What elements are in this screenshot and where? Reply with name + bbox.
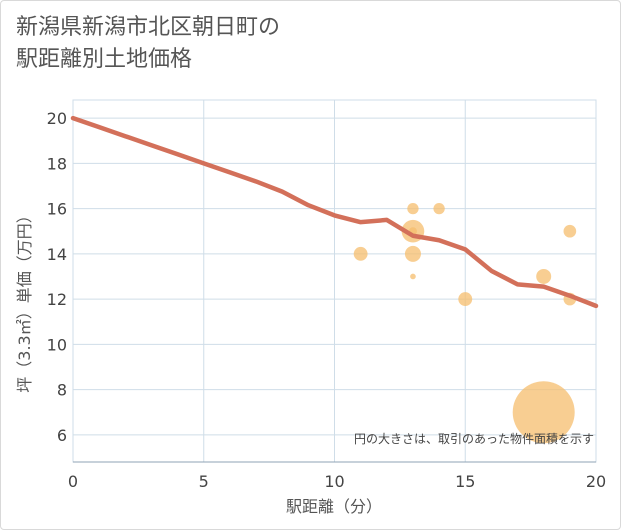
x-tick-label: 10 (324, 472, 344, 491)
x-tick-label: 5 (199, 472, 209, 491)
x-tick-label: 20 (586, 472, 606, 491)
chart-title: 新潟県新潟市北区朝日町の 駅距離別土地価格 (16, 12, 280, 76)
y-tick-label: 10 (47, 335, 67, 354)
bubble-point (458, 292, 473, 307)
bubble-point (410, 273, 416, 280)
y-tick-label: 6 (57, 426, 67, 445)
y-axis-title: 坪（3.3㎡）単価（万円） (15, 207, 34, 392)
chart-title-line-2: 駅距離別土地価格 (16, 47, 193, 72)
bubble-point (404, 245, 421, 262)
y-tick-label: 14 (47, 245, 67, 264)
y-tick-label: 20 (47, 109, 67, 128)
x-axis-ticks: 0 5 10 15 20 (68, 472, 606, 491)
x-tick-label: 0 (68, 472, 78, 491)
trend-line-series (70, 115, 599, 309)
y-tick-label: 8 (57, 381, 67, 400)
x-tick-label: 15 (455, 472, 475, 491)
bubble-size-note: 円の大きさは、取引のあった物件面積を示す (354, 431, 594, 446)
y-axis-ticks: 6 8 10 12 14 16 18 20 (47, 109, 67, 445)
chart-title-line-1: 新潟県新潟市北区朝日町の (16, 15, 281, 40)
gridlines (73, 100, 596, 463)
y-tick-label: 16 (47, 200, 67, 219)
bubble-point (512, 381, 575, 444)
y-tick-label: 12 (47, 290, 67, 309)
y-tick-label: 18 (47, 154, 67, 173)
bubble-point (536, 268, 552, 284)
bubble-series (353, 202, 577, 444)
bubble-point (407, 202, 419, 215)
bubble-point (563, 224, 577, 238)
bubble-point (353, 246, 368, 261)
trend-line (70, 115, 599, 309)
x-axis-title: 駅距離（分） (286, 497, 382, 516)
bubble-point (433, 202, 445, 215)
